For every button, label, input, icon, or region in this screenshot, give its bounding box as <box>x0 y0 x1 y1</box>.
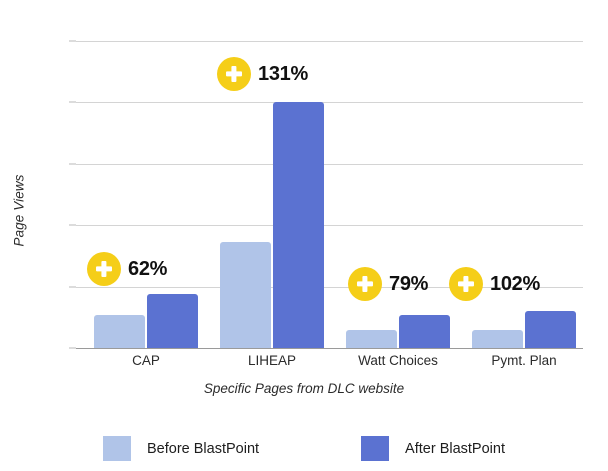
growth-badge-pymt-plan-label: 102% <box>490 272 540 295</box>
chart-legend: Before BlastPoint After BlastPoint <box>0 436 608 461</box>
gridline-5000 <box>76 41 583 42</box>
growth-badge-pymt-plan: 102% <box>449 267 540 301</box>
y-axis-title: Page Views <box>11 174 27 247</box>
plus-circle-icon <box>217 57 251 91</box>
gridline-2000 <box>76 225 583 227</box>
y-tick-mark-3000 <box>69 163 76 165</box>
growth-badge-cap-label: 62% <box>128 257 168 280</box>
y-tick-mark-2000 <box>69 224 76 226</box>
y-tick-mark-0 <box>69 347 76 349</box>
gridline-3000 <box>76 163 583 165</box>
plus-circle-icon <box>348 267 382 301</box>
plot-area: 5,000 4,000 3,000 2,000 1,000 0 62% <box>69 40 583 350</box>
bar-pymt-plan-before[interactable] <box>472 329 523 348</box>
bar-group-watt-choices <box>342 41 454 348</box>
growth-badge-watt-choices-label: 79% <box>389 272 429 295</box>
bar-watt-choices-before[interactable] <box>346 329 397 348</box>
bar-cap-after[interactable] <box>147 294 198 348</box>
bar-cap-before[interactable] <box>94 314 145 348</box>
legend-label-before: Before BlastPoint <box>147 440 260 457</box>
x-tick-label-pymt-plan: Pymt. Plan <box>491 353 557 368</box>
legend-item-before-blastpoint[interactable]: Before BlastPoint <box>103 436 259 461</box>
legend-swatch-before <box>103 436 131 461</box>
y-tick-mark-4000 <box>69 101 76 103</box>
bar-group-liheap <box>216 41 328 348</box>
gridline-4000 <box>76 102 583 104</box>
growth-badge-watt-choices: 79% <box>348 267 428 301</box>
growth-badge-cap: 62% <box>87 252 167 286</box>
axis-baseline <box>76 348 583 350</box>
x-tick-label-liheap: LIHEAP <box>247 353 297 368</box>
growth-badge-liheap: 131% <box>217 57 308 91</box>
y-tick-mark-1000 <box>69 286 76 288</box>
legend-swatch-after <box>361 436 390 461</box>
y-tick-mark-5000 <box>69 40 76 42</box>
x-tick-label-watt-choices: Watt Choices <box>358 353 438 368</box>
bar-group-pymt-plan <box>468 41 580 348</box>
gridline-1000 <box>76 286 583 288</box>
x-axis-title: Specific Pages from DLC website <box>203 381 405 396</box>
plus-circle-icon <box>87 252 121 286</box>
bar-group-cap <box>90 41 202 348</box>
bar-pymt-plan-after[interactable] <box>525 311 576 348</box>
x-tick-label-cap: CAP <box>132 353 160 368</box>
legend-label-after: After BlastPoint <box>405 440 505 457</box>
bar-liheap-before[interactable] <box>220 241 271 348</box>
bar-liheap-after[interactable] <box>273 102 324 348</box>
growth-badge-liheap-label: 131% <box>258 62 308 85</box>
bar-watt-choices-after[interactable] <box>399 315 450 348</box>
plus-circle-icon <box>449 267 483 301</box>
legend-item-after-blastpoint[interactable]: After BlastPoint <box>361 436 505 461</box>
